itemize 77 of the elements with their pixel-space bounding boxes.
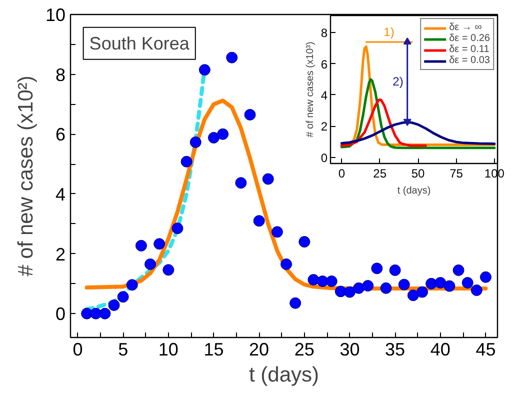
- point: [162, 264, 174, 276]
- point: [298, 236, 310, 248]
- x-tick-label: 0: [338, 166, 346, 180]
- point: [180, 156, 192, 168]
- point: [154, 238, 166, 250]
- point: [334, 286, 346, 298]
- point: [198, 64, 210, 76]
- y-axis-title: # of new cases (x10³): [304, 42, 316, 138]
- x-tick-label: 75: [450, 166, 464, 180]
- point: [208, 132, 220, 144]
- point: [452, 264, 464, 276]
- x-tick-label: 45: [476, 340, 496, 360]
- point: [380, 282, 392, 294]
- point: [126, 279, 138, 291]
- point: [217, 128, 229, 140]
- x-tick-label: 20: [249, 340, 270, 360]
- x-tick-label: 0: [72, 340, 83, 360]
- point: [326, 276, 338, 288]
- point: [416, 286, 428, 298]
- y-tick-label: 4: [320, 88, 328, 102]
- point: [244, 108, 256, 120]
- annotation: South Korea: [89, 33, 190, 54]
- point: [371, 262, 383, 274]
- point: [280, 258, 292, 270]
- x-tick-label: 50: [411, 166, 426, 180]
- y-tick-label: 8: [320, 26, 328, 40]
- x-tick-label: 35: [385, 340, 406, 360]
- point: [190, 136, 202, 148]
- x-tick-label: 40: [430, 340, 450, 360]
- point: [271, 226, 283, 238]
- y-tick-label: 0: [55, 304, 66, 324]
- x-axis-title: t (days): [397, 186, 431, 196]
- point: [480, 271, 492, 283]
- y-tick-label: 10: [45, 5, 66, 25]
- point: [362, 280, 374, 292]
- point: [117, 291, 129, 303]
- legend-label: δε = 0.03: [449, 55, 490, 66]
- x-tick-label: 25: [373, 166, 387, 180]
- annotation: 2): [392, 74, 404, 89]
- x-tick-label: 30: [340, 340, 360, 360]
- legend-label: δε = 0.11: [449, 44, 490, 55]
- x-tick-label: 15: [204, 340, 224, 360]
- point: [290, 297, 302, 309]
- point: [253, 215, 265, 227]
- point: [172, 222, 184, 234]
- y-tick-label: 6: [320, 57, 328, 72]
- y-tick-label: 8: [55, 64, 66, 85]
- point: [108, 299, 120, 311]
- y-tick-label: 4: [55, 184, 66, 204]
- y-tick-label: 2: [55, 244, 66, 264]
- x-tick-label: 10: [158, 340, 178, 360]
- y-axis-title: # of new cases (x10²): [14, 76, 38, 276]
- point: [135, 240, 147, 252]
- annotation: 1): [384, 24, 394, 39]
- point: [344, 286, 356, 298]
- point: [398, 278, 410, 290]
- y-tick-label: 2: [320, 120, 328, 134]
- y-tick-label: 0: [320, 150, 328, 165]
- point: [462, 277, 474, 289]
- point: [99, 308, 111, 320]
- x-tick-label: 5: [118, 340, 128, 360]
- legend-label: δε → ∞: [449, 22, 482, 33]
- point: [226, 52, 238, 64]
- point: [144, 258, 156, 270]
- point: [407, 290, 419, 302]
- point: [434, 277, 446, 289]
- legend-label: δε = 0.26: [449, 33, 490, 44]
- point: [235, 177, 247, 189]
- x-tick-label: 25: [294, 340, 314, 360]
- line-series: [340, 78, 496, 150]
- point: [470, 284, 482, 296]
- x-axis-title: t (days): [248, 364, 320, 386]
- line-series: [340, 98, 427, 147]
- point: [389, 264, 401, 276]
- y-tick-label: 6: [55, 124, 66, 145]
- point: [262, 173, 274, 185]
- point: [444, 280, 456, 292]
